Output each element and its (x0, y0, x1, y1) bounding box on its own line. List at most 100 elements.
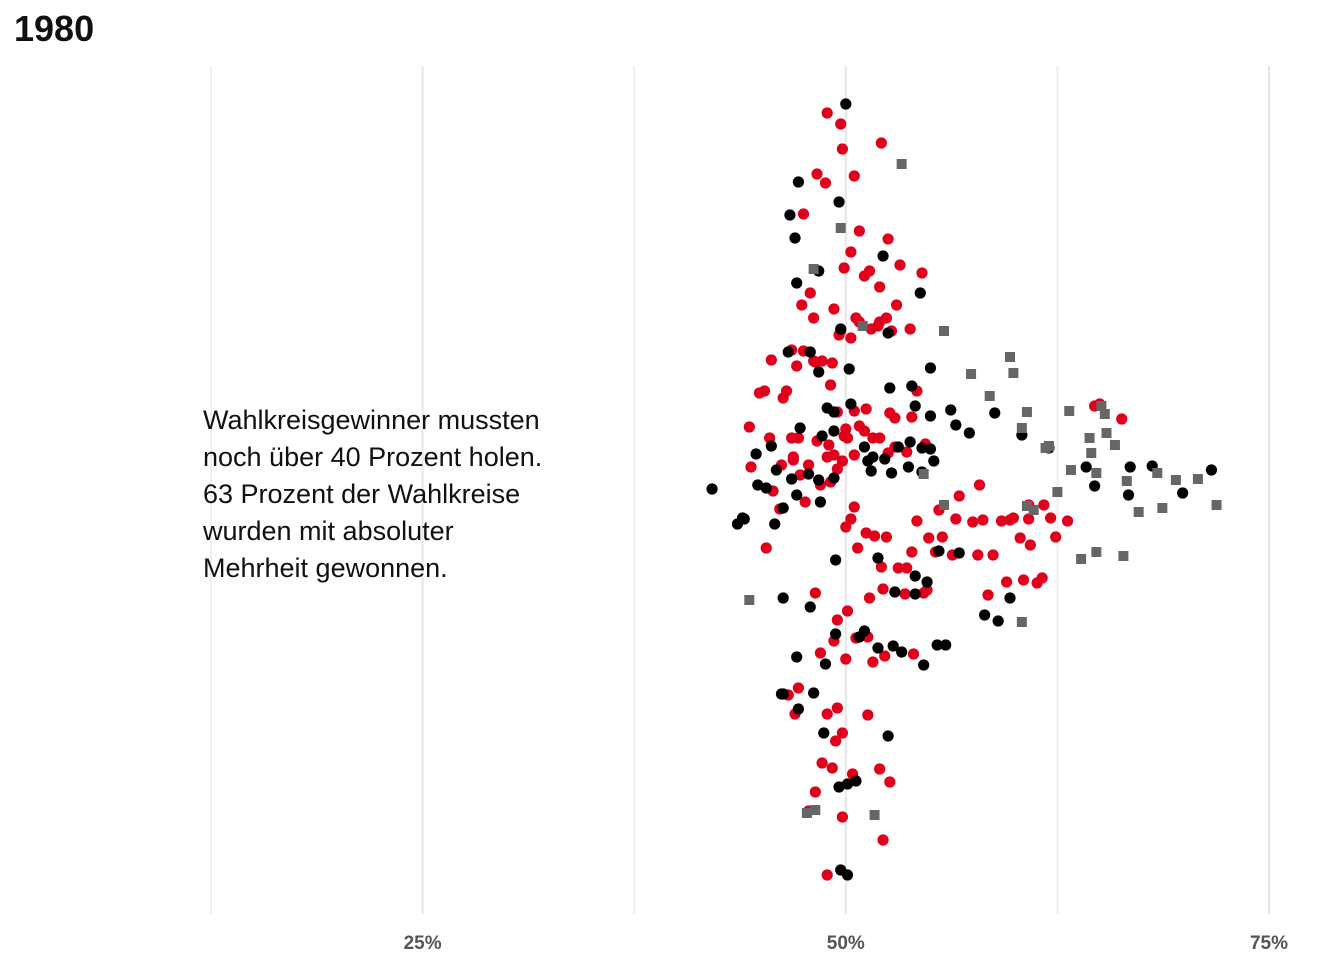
data-point-circle (833, 196, 845, 208)
data-point-circle (906, 411, 918, 423)
data-point-circle (841, 432, 854, 444)
data-point-circle (814, 496, 827, 508)
data-point-circle (953, 547, 965, 559)
data-point-circle (1177, 487, 1189, 499)
data-point-circle (845, 246, 857, 258)
data-point-circle (777, 592, 789, 604)
series-black (706, 98, 1218, 881)
data-point-square (1101, 428, 1112, 438)
data-point-circle (916, 442, 928, 454)
data-point-circle (831, 463, 843, 475)
data-point-circle (841, 778, 854, 790)
data-point-circle (811, 168, 823, 180)
data-point-circle (872, 552, 884, 564)
data-point-circle (792, 682, 805, 694)
data-point-square (1064, 406, 1075, 416)
data-point-circle (789, 232, 801, 244)
data-point-circle (1122, 489, 1135, 501)
data-point-circle (819, 177, 832, 189)
data-point-square (966, 369, 977, 379)
data-point-circle (775, 688, 788, 700)
data-point-circle (973, 479, 986, 491)
data-point-circle (840, 521, 852, 533)
data-point-circle (852, 542, 864, 554)
data-point-circle (808, 687, 820, 699)
data-point-circle (906, 380, 918, 392)
data-point-circle (760, 482, 772, 494)
data-point-square (1091, 547, 1102, 557)
series-gray (744, 159, 1222, 820)
annotation-line: 63 Prozent der Wahlkreise (203, 479, 520, 509)
data-point-circle (918, 587, 930, 599)
data-point-circle (862, 455, 874, 467)
data-point-circle (899, 588, 911, 600)
data-point-square (1152, 468, 1163, 478)
data-point-circle (884, 407, 896, 419)
data-point-circle (963, 427, 975, 439)
data-point-square (1118, 551, 1129, 561)
data-point-square (1192, 474, 1203, 484)
data-point-circle (950, 419, 962, 431)
data-point-circle (894, 259, 906, 271)
data-point-circle (982, 589, 994, 601)
data-point-circle (835, 323, 847, 335)
data-point-circle (848, 501, 860, 513)
data-point-square (1133, 507, 1144, 517)
data-point-circle (953, 490, 965, 502)
data-point-square (1076, 554, 1087, 564)
data-point-circle (845, 332, 857, 344)
data-point-circle (885, 467, 898, 479)
x-tick-label: 75% (1250, 933, 1288, 954)
data-point-circle (836, 143, 849, 155)
data-point-circle (907, 648, 920, 660)
data-point-circle (904, 436, 916, 448)
data-point-circle (848, 449, 860, 461)
data-point-circle (867, 656, 879, 668)
data-point-circle (826, 762, 838, 774)
data-point-square (938, 326, 949, 336)
data-point-circle (819, 658, 832, 670)
data-point-circle (858, 270, 871, 282)
data-point-square (1008, 368, 1019, 378)
data-point-square (918, 469, 929, 479)
annotation-line: Mehrheit gewonnen. (203, 553, 448, 583)
data-point-circle (760, 542, 772, 554)
data-point-square (744, 595, 755, 605)
data-point-square (1021, 501, 1032, 511)
data-point-circle (841, 605, 854, 617)
data-point-circle (818, 727, 830, 739)
data-point-circle (1050, 531, 1062, 543)
data-point-circle (860, 527, 872, 539)
data-point-circle (809, 587, 821, 599)
data-point-circle (791, 360, 803, 372)
data-point-circle (989, 407, 1001, 419)
data-point-square (1028, 505, 1039, 515)
data-point-circle (896, 646, 908, 658)
data-point-circle (777, 392, 789, 404)
data-point-circle (1045, 512, 1057, 524)
data-point-square (1016, 617, 1027, 627)
data-point-circle (979, 609, 991, 621)
data-point-circle (840, 653, 852, 665)
chart-title: 1980 (14, 8, 94, 49)
data-point-square (1016, 423, 1027, 433)
data-point-circle (809, 786, 821, 798)
data-point-circle (843, 363, 855, 375)
data-point-circle (809, 356, 821, 368)
data-point-circle (918, 659, 930, 671)
data-point-square (1109, 440, 1120, 450)
x-tick-label: 50% (827, 933, 865, 954)
data-point-square (896, 159, 907, 169)
data-point-circle (867, 432, 879, 444)
data-point-circle (836, 727, 849, 739)
data-point-circle (835, 118, 847, 130)
data-point-circle (796, 299, 808, 311)
data-point-circle (816, 757, 828, 769)
data-point-square (1086, 448, 1097, 458)
data-point-circle (882, 327, 894, 339)
data-point-circle (909, 588, 921, 600)
data-point-square (1065, 465, 1076, 475)
data-point-circle (858, 625, 871, 637)
annotation-line: noch über 40 Prozent holen. (203, 442, 542, 472)
